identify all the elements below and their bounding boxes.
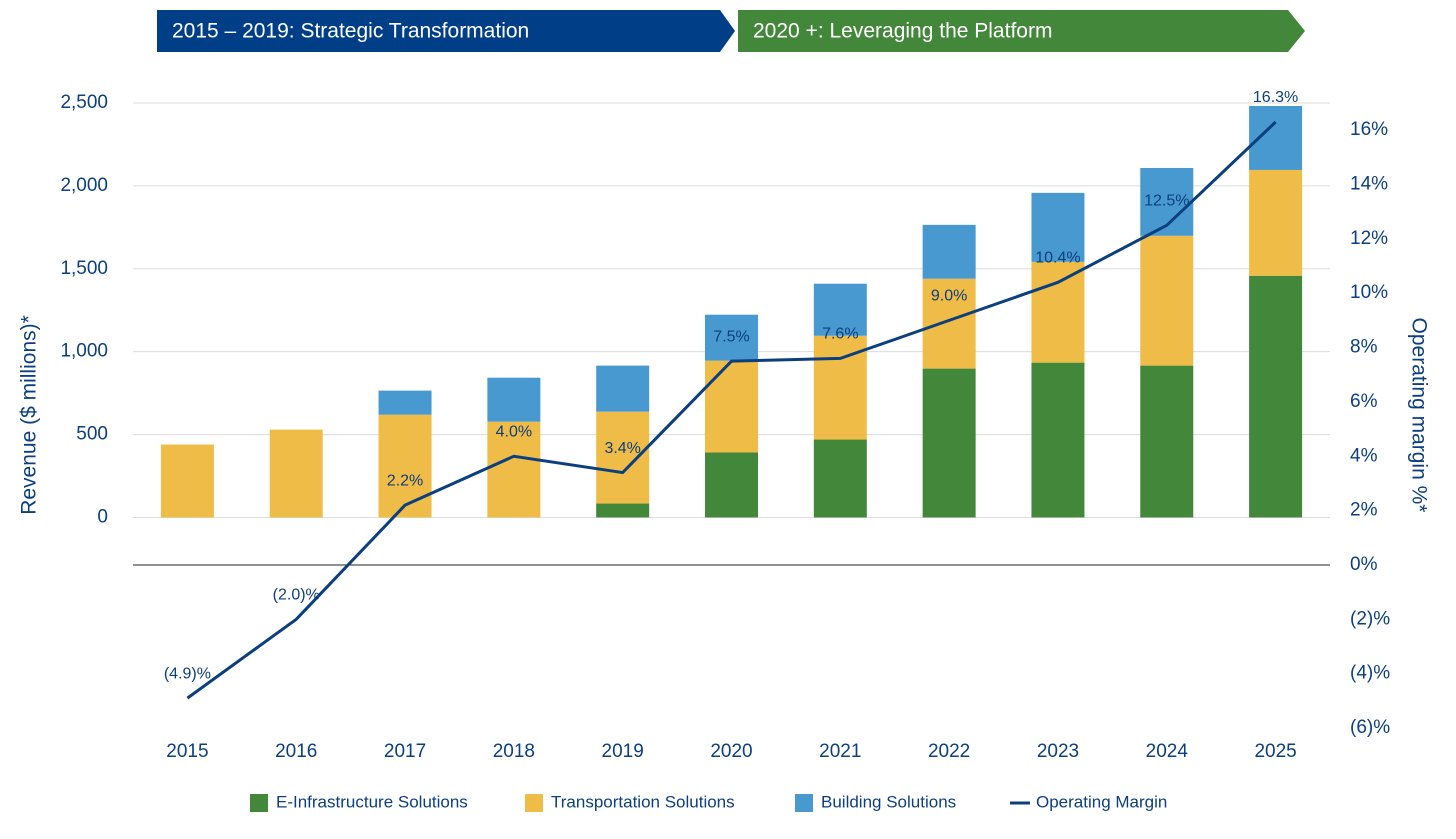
banner-arrow [157,10,735,52]
y2-tick-label: 14% [1350,174,1388,195]
y2-tick-label: 4% [1350,445,1378,466]
bar [487,377,541,422]
bar [378,390,432,415]
bar [705,360,758,453]
bar [269,429,323,518]
y2-tick-label: 12% [1350,228,1388,249]
data-label: 7.5% [713,328,749,345]
legend-label: E-Infrastructure Solutions [276,792,468,811]
data-label: (2.0)% [273,587,320,604]
bar [705,314,758,361]
banner-text: 2020 +: Leveraging the Platform [753,20,1052,43]
banner-arrow [738,10,1305,52]
legend-swatch [525,794,543,812]
bar [1140,235,1194,366]
legend-label: Transportation Solutions [551,792,735,811]
bar [922,278,976,369]
data-label: 9.0% [931,288,967,305]
x-tick-label: 2016 [275,741,317,762]
data-label: (4.9)% [164,665,211,682]
data-label: 7.6% [822,326,858,343]
bar [1031,362,1085,518]
y2-tick-label: (2)% [1350,608,1390,629]
legend-swatch [250,794,268,812]
bar [596,503,650,518]
bar [596,365,650,412]
bar [596,411,650,504]
y-tick-label: 1,500 [60,258,108,279]
bar [813,283,867,336]
y2-tick-label: 10% [1350,282,1388,303]
bar [1249,169,1303,276]
y-axis-title: Revenue ($ millions)* [18,315,41,515]
x-tick-label: 2022 [928,741,970,762]
bar [1031,192,1085,262]
data-label: 4.0% [496,423,532,440]
legend-label: Building Solutions [821,792,956,811]
bar [160,444,214,518]
y2-tick-label: 8% [1350,337,1378,358]
banner-text: 2015 – 2019: Strategic Transformation [172,20,529,43]
bar [487,421,541,518]
y2-axis-title: Operating margin %* [1407,318,1430,513]
y2-tick-label: 6% [1350,391,1378,412]
bar [1140,365,1194,518]
bar [1249,275,1303,518]
bar [705,452,758,518]
x-tick-label: 2019 [602,741,644,762]
line [186,120,1277,700]
y2-tick-label: 0% [1350,554,1378,575]
x-tick-label: 2018 [493,741,535,762]
bar [922,224,976,279]
bar [1031,261,1085,363]
x-tick-label: 2025 [1254,741,1296,762]
bar [922,368,976,518]
y2-tick-label: 16% [1350,119,1388,140]
x-tick-label: 2017 [384,741,426,762]
x-tick-label: 2021 [819,741,861,762]
x-tick-label: 2024 [1146,741,1189,762]
y-tick-label: 500 [76,424,108,445]
y-tick-label: 2,000 [60,175,108,196]
y-tick-label: 2,500 [60,92,108,113]
bar [813,439,867,518]
data-label: 10.4% [1035,250,1080,267]
x-tick-label: 2023 [1037,741,1079,762]
data-label: 16.3% [1253,89,1298,106]
y-tick-label: 0 [97,506,108,527]
legend-label: Operating Margin [1036,792,1167,811]
data-label: 2.2% [387,472,423,489]
data-label: 3.4% [604,440,640,457]
x-tick-label: 2020 [710,741,752,762]
bar [378,414,432,518]
y2-tick-label: (4)% [1350,663,1390,684]
y2-tick-label: 2% [1350,500,1378,521]
legend-swatch [795,794,813,812]
x-tick-label: 2015 [166,741,208,762]
y2-tick-label: (6)% [1350,717,1390,738]
y-tick-label: 1,000 [60,341,108,362]
data-label: 12.5% [1144,193,1189,210]
